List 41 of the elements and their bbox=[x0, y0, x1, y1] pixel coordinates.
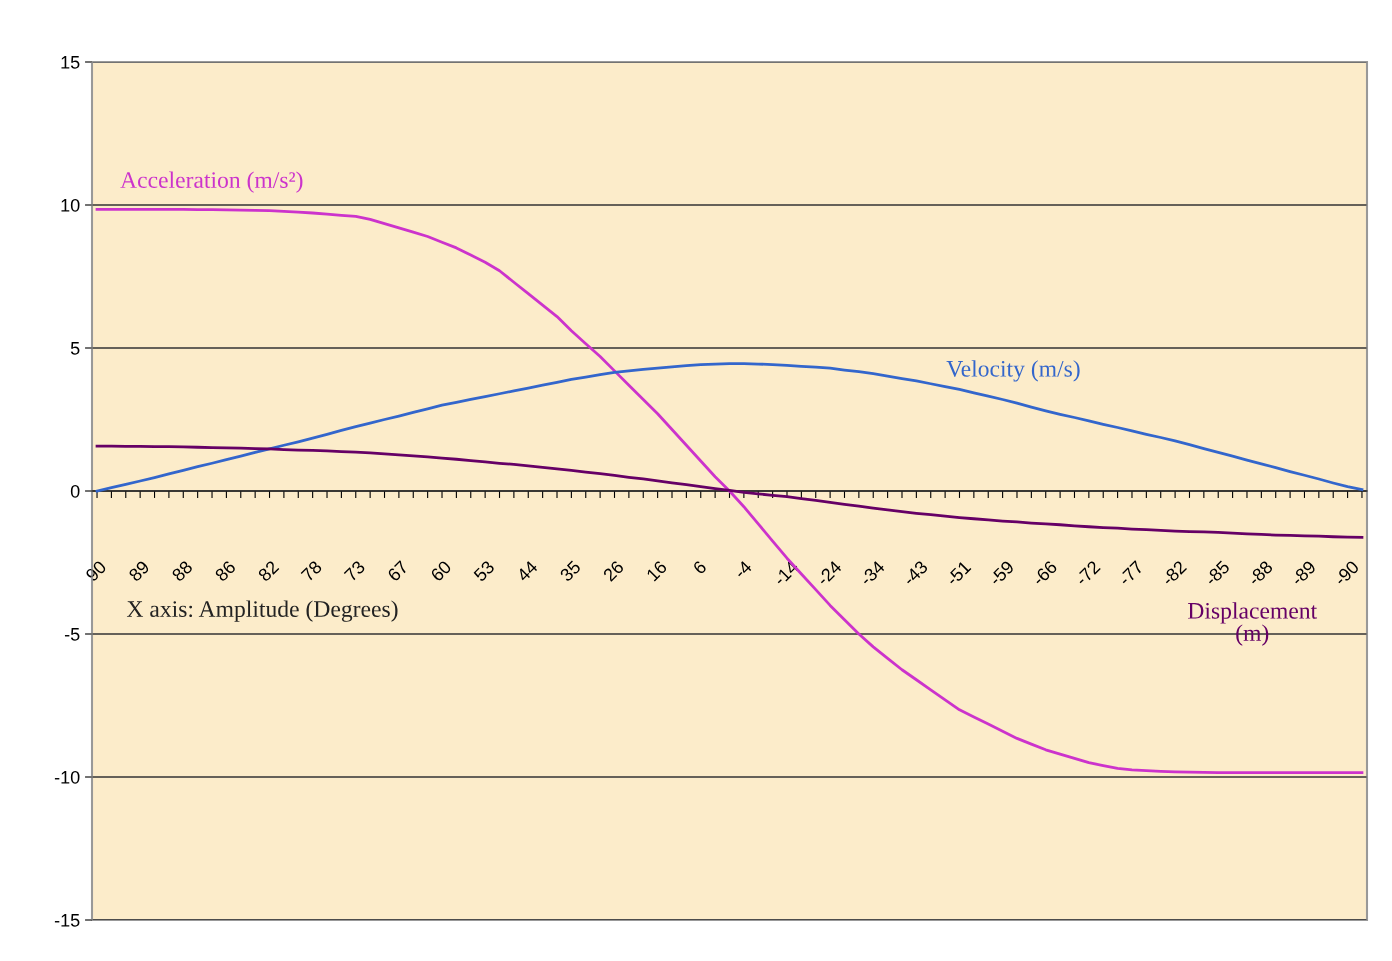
x-tick-label: 88 bbox=[171, 559, 194, 583]
x-tick-label: -51 bbox=[945, 560, 972, 587]
x-tick-label: -59 bbox=[988, 560, 1015, 587]
x-tick-label: -89 bbox=[1290, 560, 1317, 587]
y-tick-label: -15 bbox=[54, 914, 80, 927]
series-label: Velocity (m/s) bbox=[946, 360, 1080, 382]
x-tick-label: 82 bbox=[257, 560, 280, 583]
annotation: X axis: Amplitude (Degrees) bbox=[126, 600, 398, 622]
x-tick-label: -24 bbox=[815, 559, 843, 587]
line-series bbox=[95, 444, 1364, 539]
x-tick-label: -85 bbox=[1203, 559, 1231, 587]
x-tick-label: 44 bbox=[515, 559, 539, 583]
x-tick-label: -4 bbox=[733, 559, 753, 580]
x-tick-label: 67 bbox=[386, 560, 409, 582]
x-tick-label: 16 bbox=[645, 559, 668, 582]
x-tick-label: -88 bbox=[1247, 559, 1274, 587]
x-tick-label: 35 bbox=[559, 559, 582, 583]
x-tick-label: -34 bbox=[858, 559, 886, 587]
x-tick-label: -43 bbox=[902, 559, 929, 587]
x-tick-label: 86 bbox=[214, 559, 237, 583]
x-tick-label: -72 bbox=[1074, 560, 1101, 587]
x-tick-label: -77 bbox=[1117, 560, 1144, 587]
x-tick-label: 26 bbox=[602, 559, 625, 582]
y-tick-label: 5 bbox=[70, 342, 80, 355]
x-tick-label: -66 bbox=[1031, 559, 1058, 587]
y-tick-label: -10 bbox=[54, 770, 80, 784]
line-series bbox=[95, 362, 1364, 493]
y-tick-label: -5 bbox=[64, 628, 80, 641]
x-tick-label: 89 bbox=[128, 560, 151, 583]
x-tick-label: 90 bbox=[84, 559, 108, 583]
y-tick-label: 0 bbox=[70, 484, 80, 498]
x-tick-label: -90 bbox=[1333, 559, 1360, 587]
x-tick-label: -82 bbox=[1160, 560, 1188, 587]
x-tick-label: 53 bbox=[472, 559, 496, 583]
series-label: Acceleration (m/s²) bbox=[120, 171, 303, 193]
x-tick-label: 6 bbox=[692, 559, 708, 575]
y-tick-label: 10 bbox=[61, 198, 80, 212]
x-tick-label: 60 bbox=[429, 559, 453, 582]
y-tick-label: 15 bbox=[61, 56, 80, 69]
x-tick-label: 73 bbox=[343, 559, 366, 582]
x-tick-label: 78 bbox=[300, 559, 323, 582]
